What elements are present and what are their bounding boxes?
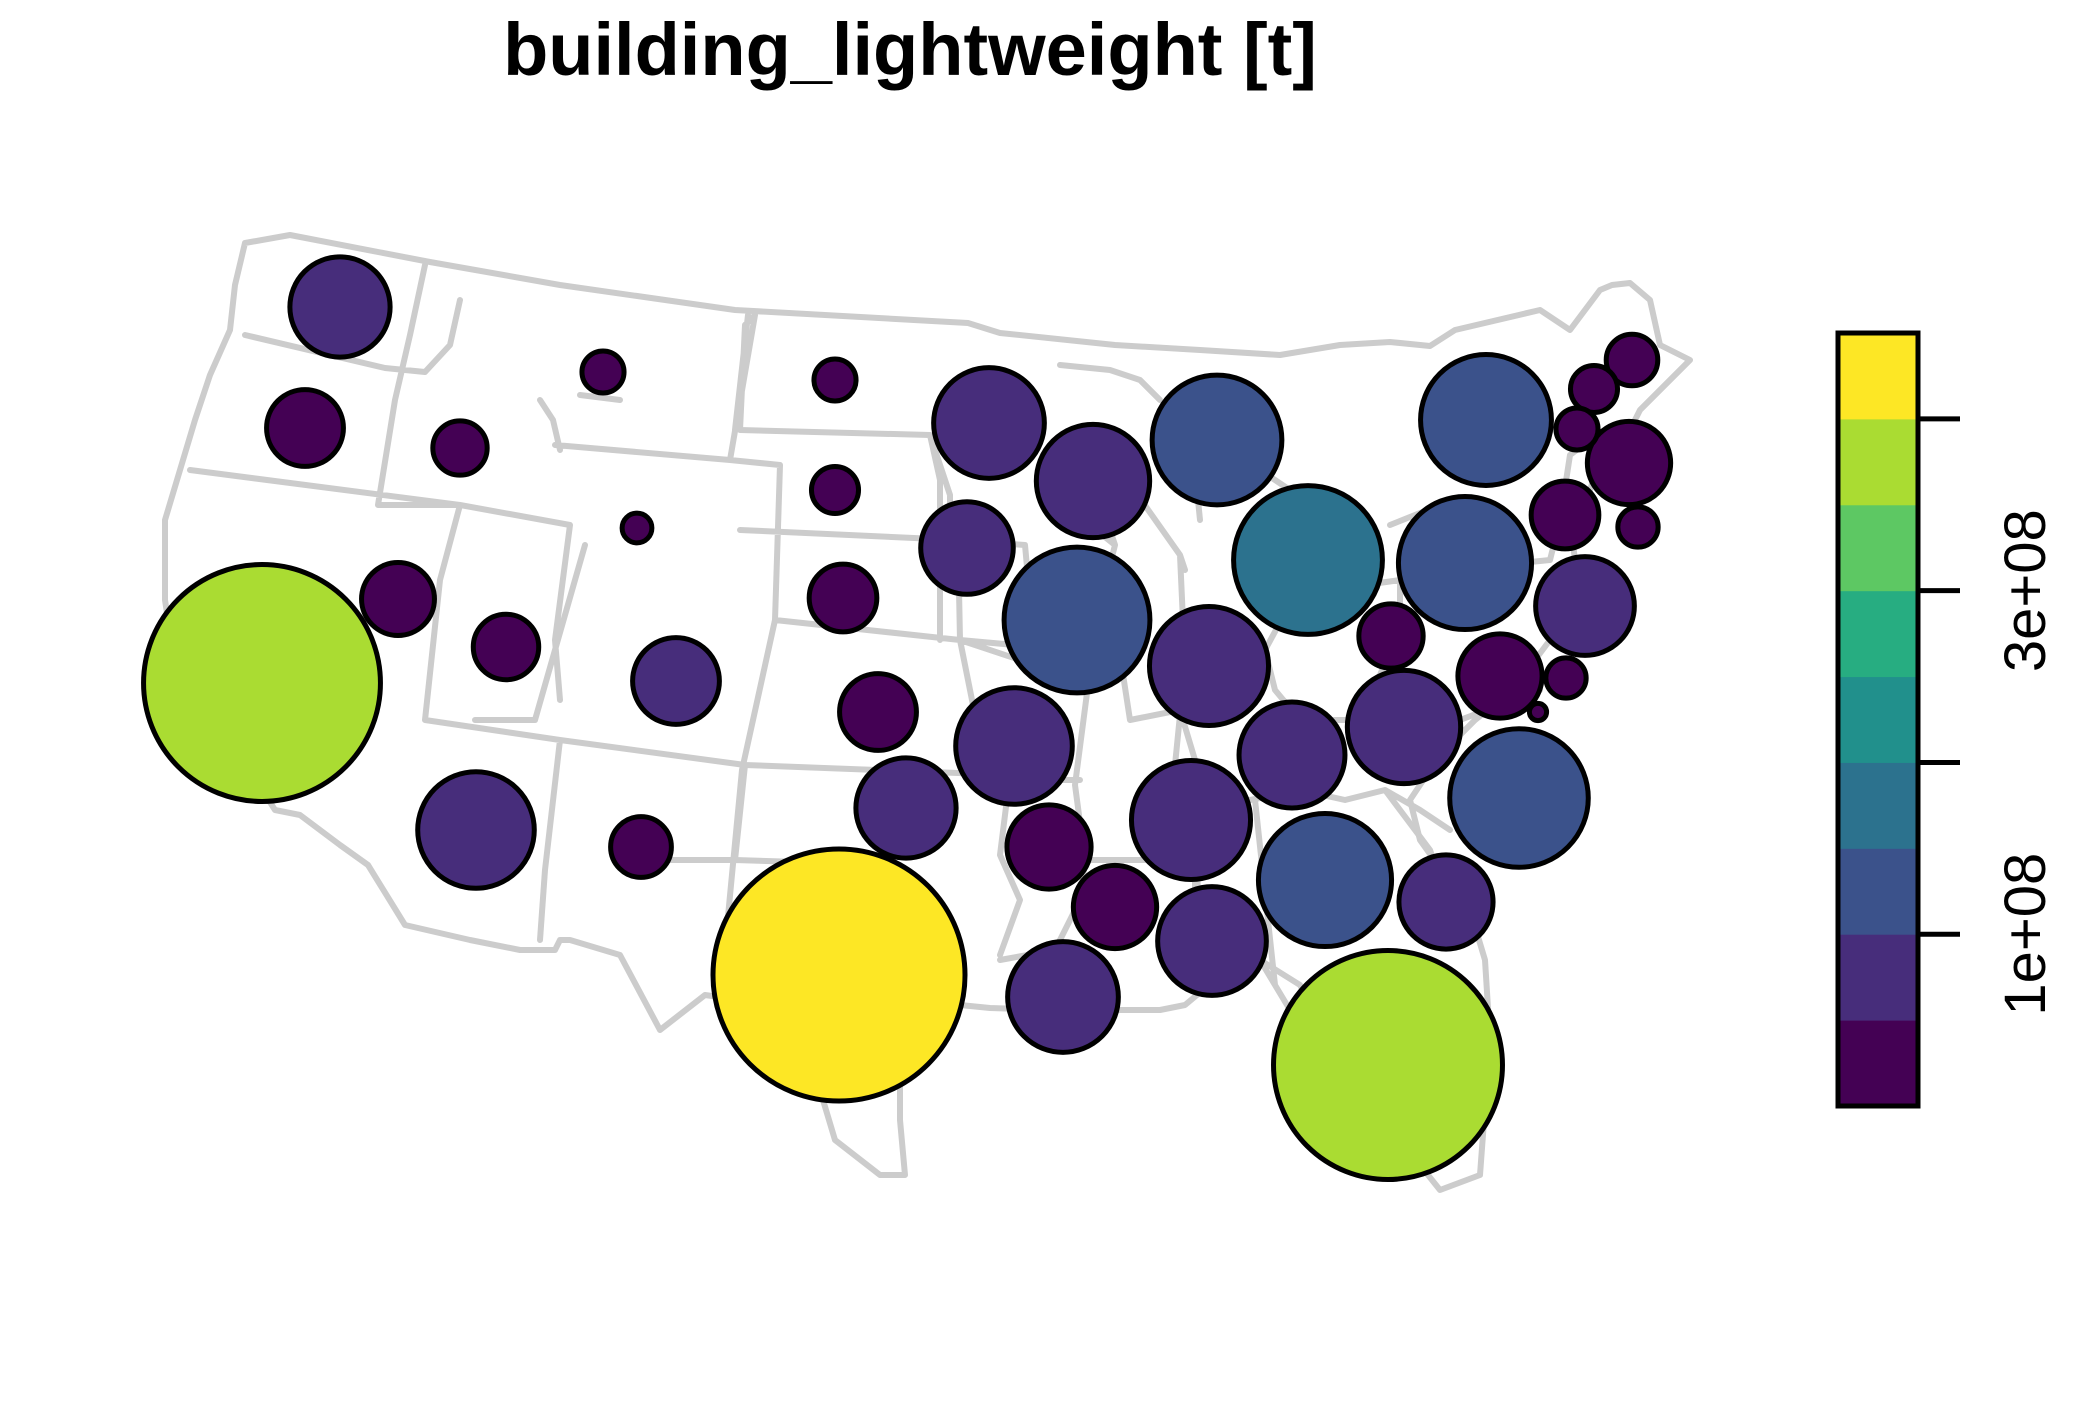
bubble-va (1344, 667, 1464, 787)
bubble-mt (579, 348, 627, 396)
bubble-ms (1070, 862, 1160, 952)
bubble-tx (710, 846, 968, 1104)
legend-cell (1838, 418, 1918, 506)
legend-color-bar (1838, 333, 1918, 1107)
bubble-mn (931, 365, 1047, 481)
bubble-ia (918, 499, 1016, 597)
legend-cell (1838, 934, 1918, 1021)
bubble-ca (141, 562, 383, 804)
bubble-md (1455, 631, 1545, 721)
bubble-nd (811, 356, 859, 404)
bubble-ok (853, 755, 959, 861)
bubble-me (1603, 331, 1661, 389)
bubble-ri (1615, 504, 1661, 550)
bubble-nc (1447, 726, 1591, 870)
bubble-wa (287, 254, 393, 360)
bubble-ut (470, 611, 542, 683)
bubble-vt (1553, 405, 1601, 453)
bubble-nv (359, 560, 437, 638)
legend-cell (1838, 590, 1918, 678)
bubble-co (630, 635, 722, 727)
legend-cell (1838, 504, 1918, 592)
bubble-mi (1149, 372, 1285, 508)
bubble-de (1543, 655, 1589, 701)
bubble-mo (953, 685, 1075, 807)
bubble-ny (1418, 352, 1554, 488)
bubble-wi (1033, 421, 1153, 541)
legend-cell (1838, 333, 1918, 420)
bubble-wv (1356, 601, 1426, 671)
bubble-ks (837, 671, 919, 753)
bubble-fl (1271, 948, 1505, 1182)
legend-cell (1838, 1020, 1918, 1107)
legend-tick-label: 3e+08 (1993, 509, 2058, 672)
bubbles-layer (141, 254, 1674, 1182)
bubble-az (415, 769, 537, 891)
color-legend: 1e+08 3e+08 (1835, 330, 2058, 1109)
bubble-nh (1567, 362, 1621, 416)
bubble-id (430, 418, 490, 478)
bubble-nm (608, 814, 674, 880)
bubble-or (264, 387, 346, 469)
legend-frame (1835, 330, 1921, 1109)
legend-cell (1838, 848, 1918, 935)
legend-cell (1838, 762, 1918, 849)
bubble-sd (808, 463, 862, 517)
bubble-al (1155, 884, 1269, 998)
bubble-ne (806, 561, 880, 635)
bubble-ma (1584, 418, 1674, 508)
bubble-ky (1236, 699, 1348, 811)
bubble-il (1001, 544, 1153, 696)
legend-ticks: 1e+08 3e+08 (1918, 416, 2058, 1016)
legend-tick-label: 1e+08 (1993, 853, 2058, 1016)
bubble-nj (1533, 554, 1637, 658)
bubble-sc (1396, 852, 1496, 952)
map-title: building_lightweight [t] (503, 8, 1317, 91)
bubble-in (1146, 603, 1272, 729)
bubble-la (1005, 939, 1121, 1055)
bubble-wy (619, 510, 655, 546)
bubble-ga (1255, 810, 1395, 950)
bubble-tn (1128, 757, 1254, 883)
bubble-dc (1526, 700, 1550, 724)
bubble-ar (1004, 802, 1094, 892)
bubble-oh (1231, 483, 1385, 637)
legend-cell (1838, 676, 1918, 763)
bubble-pa (1395, 493, 1535, 633)
bubble-ct (1528, 478, 1602, 552)
